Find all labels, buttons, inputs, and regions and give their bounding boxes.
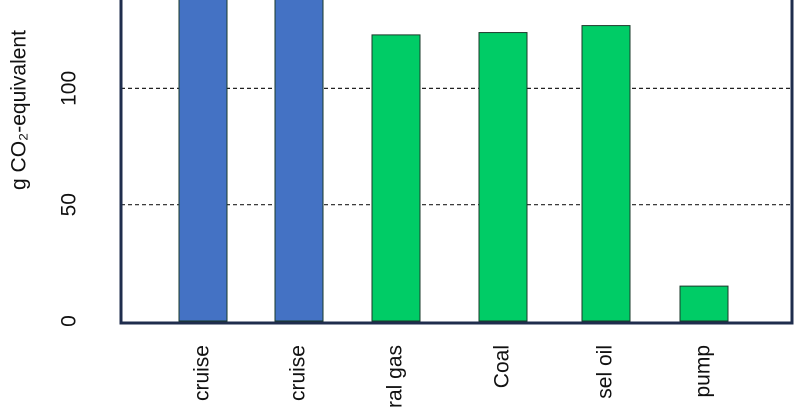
bar bbox=[178, 0, 228, 322]
x-tick-label: sel oil bbox=[594, 345, 617, 399]
y-tick-label: 50 bbox=[58, 193, 81, 216]
bar bbox=[371, 34, 421, 322]
y-axis-label: g CO₂-equivalent bbox=[8, 30, 31, 190]
x-tick-label: cruise bbox=[287, 345, 310, 401]
bar bbox=[581, 25, 631, 322]
x-tick-label: ral gas bbox=[384, 345, 407, 408]
x-tick-label: Coal bbox=[491, 345, 514, 388]
bar bbox=[478, 32, 528, 322]
plot-area bbox=[121, 0, 792, 322]
y-tick-label: 0 bbox=[58, 315, 81, 327]
bar bbox=[274, 0, 324, 322]
x-tick-label: cruise bbox=[191, 345, 214, 401]
bar bbox=[679, 285, 729, 322]
y-tick-label: 100 bbox=[58, 71, 81, 106]
x-tick-label: pump bbox=[692, 345, 715, 398]
axis-frame bbox=[119, 0, 794, 325]
